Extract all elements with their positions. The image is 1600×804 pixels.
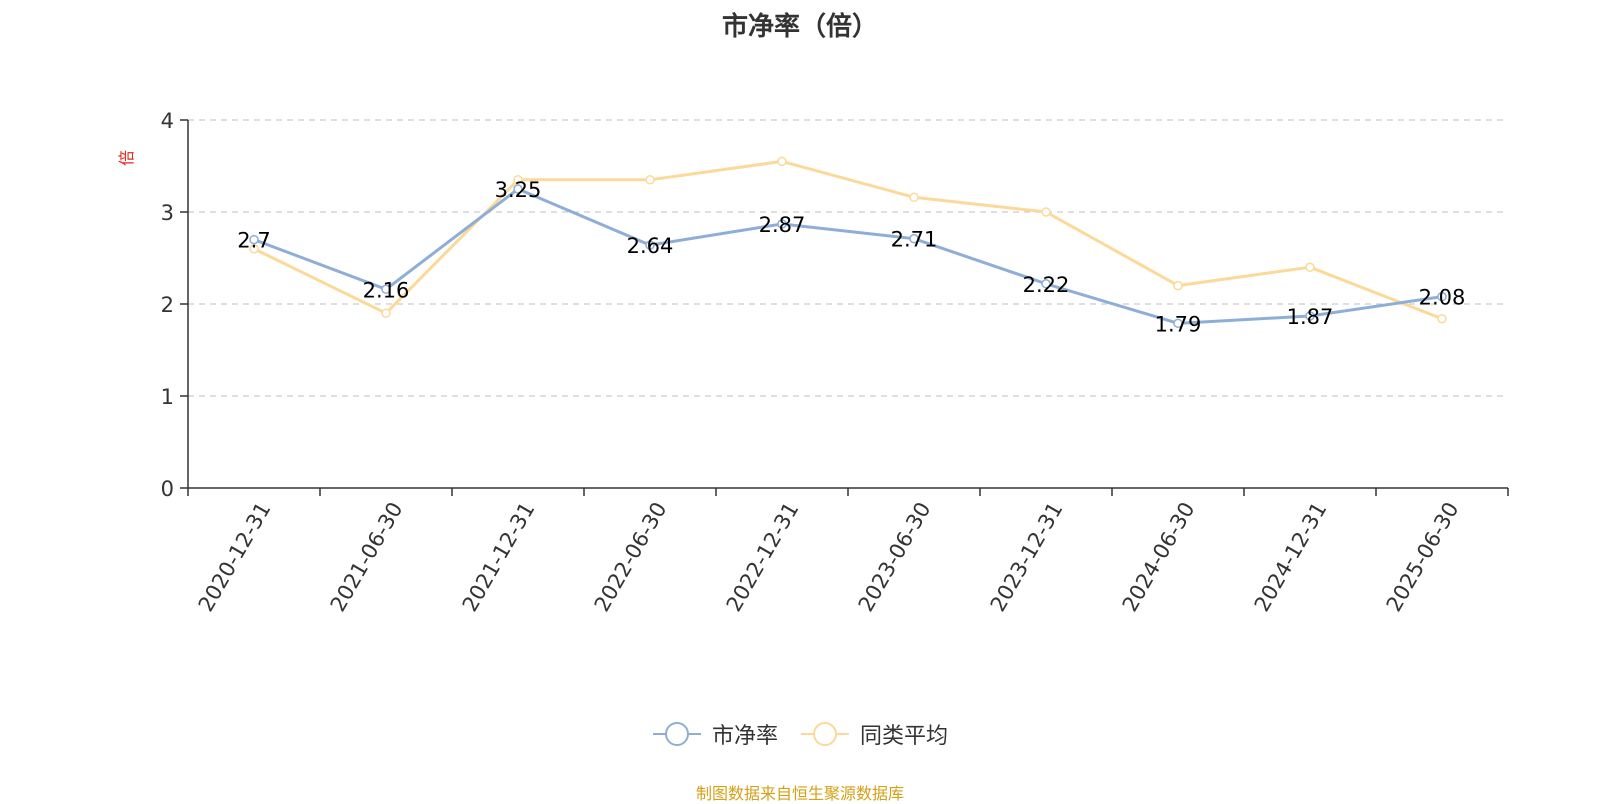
x-tick-label: 2024-06-30	[1118, 498, 1200, 616]
source-note: 制图数据来自恒生聚源数据库	[695, 784, 904, 803]
data-label: 1.87	[1287, 305, 1334, 329]
data-point[interactable]	[381, 284, 391, 295]
data-point[interactable]	[1305, 262, 1315, 272]
x-tick-label: 2024-12-31	[1250, 498, 1332, 616]
data-point[interactable]	[1305, 311, 1315, 321]
data-label: 2.87	[759, 213, 806, 237]
data-label: 2.16	[363, 278, 410, 302]
y-tick-label: 2	[161, 293, 174, 317]
series-lines	[249, 156, 1447, 329]
y-axis-label: 倍	[117, 150, 136, 166]
data-point[interactable]	[513, 184, 523, 194]
legend-label-peer-avg: 同类平均	[860, 724, 949, 749]
x-tick-label: 2022-06-30	[590, 498, 672, 616]
legend-label-pb: 市净率	[711, 724, 778, 749]
data-point[interactable]	[1041, 207, 1051, 217]
data-point[interactable]	[1173, 280, 1183, 291]
x-tick-label: 2023-12-31	[986, 498, 1068, 616]
data-labels: 2.7 2.16 3.25 2.64 2.87 2.71 2.22 1.79 1.87 2.08	[237, 178, 1465, 336]
series-line-1	[253, 159, 1443, 321]
legend: 市净率 同类平均	[0, 718, 1600, 750]
y-tick-label: 4	[161, 109, 174, 133]
data-point[interactable]	[909, 233, 919, 244]
x-tick-label: 2021-12-31	[458, 498, 540, 616]
data-point[interactable]	[645, 240, 655, 250]
legend-marker-pb-icon	[652, 722, 701, 746]
data-point[interactable]	[1041, 279, 1051, 289]
legend-item-pb[interactable]: 市净率	[652, 718, 778, 750]
data-label: 2.22	[1023, 273, 1070, 297]
data-point[interactable]	[1437, 313, 1447, 324]
data-label: 3.25	[495, 178, 542, 202]
data-point[interactable]	[909, 192, 919, 203]
y-tick-label: 0	[161, 477, 174, 501]
data-point[interactable]	[1173, 318, 1183, 329]
data-label: 2.71	[891, 228, 938, 252]
grid-lines	[188, 119, 1508, 397]
data-point[interactable]	[249, 234, 259, 245]
data-label: 2.08	[1419, 286, 1466, 310]
data-point[interactable]	[777, 219, 787, 229]
legend-item-peer-avg[interactable]: 同类平均	[800, 718, 948, 750]
data-label: 2.7	[237, 229, 270, 253]
data-point[interactable]	[513, 175, 523, 185]
x-tick-label: 2023-06-30	[854, 498, 936, 616]
data-point[interactable]	[645, 175, 655, 185]
axes: 0 1 2 3 4 2020-12-31 2021-06-30 2021-12-31 2022-…	[161, 109, 1509, 616]
data-label: 2.64	[627, 234, 674, 258]
y-tick-label: 1	[161, 385, 174, 409]
data-label: 1.79	[1155, 312, 1202, 336]
x-tick-label: 2021-06-30	[326, 498, 408, 616]
series-line-0	[253, 187, 1443, 325]
legend-marker-peer-avg-icon	[801, 722, 849, 746]
data-point[interactable]	[1437, 291, 1447, 302]
data-point[interactable]	[249, 244, 259, 254]
x-tick-label: 2020-12-31	[194, 498, 276, 616]
y-tick-label: 3	[161, 201, 174, 225]
x-tick-label: 2025-06-30	[1382, 498, 1464, 616]
chart-title: 市净率（倍）	[721, 12, 878, 42]
data-point[interactable]	[777, 156, 787, 167]
data-point[interactable]	[381, 308, 391, 318]
x-tick-label: 2022-12-31	[722, 498, 804, 616]
